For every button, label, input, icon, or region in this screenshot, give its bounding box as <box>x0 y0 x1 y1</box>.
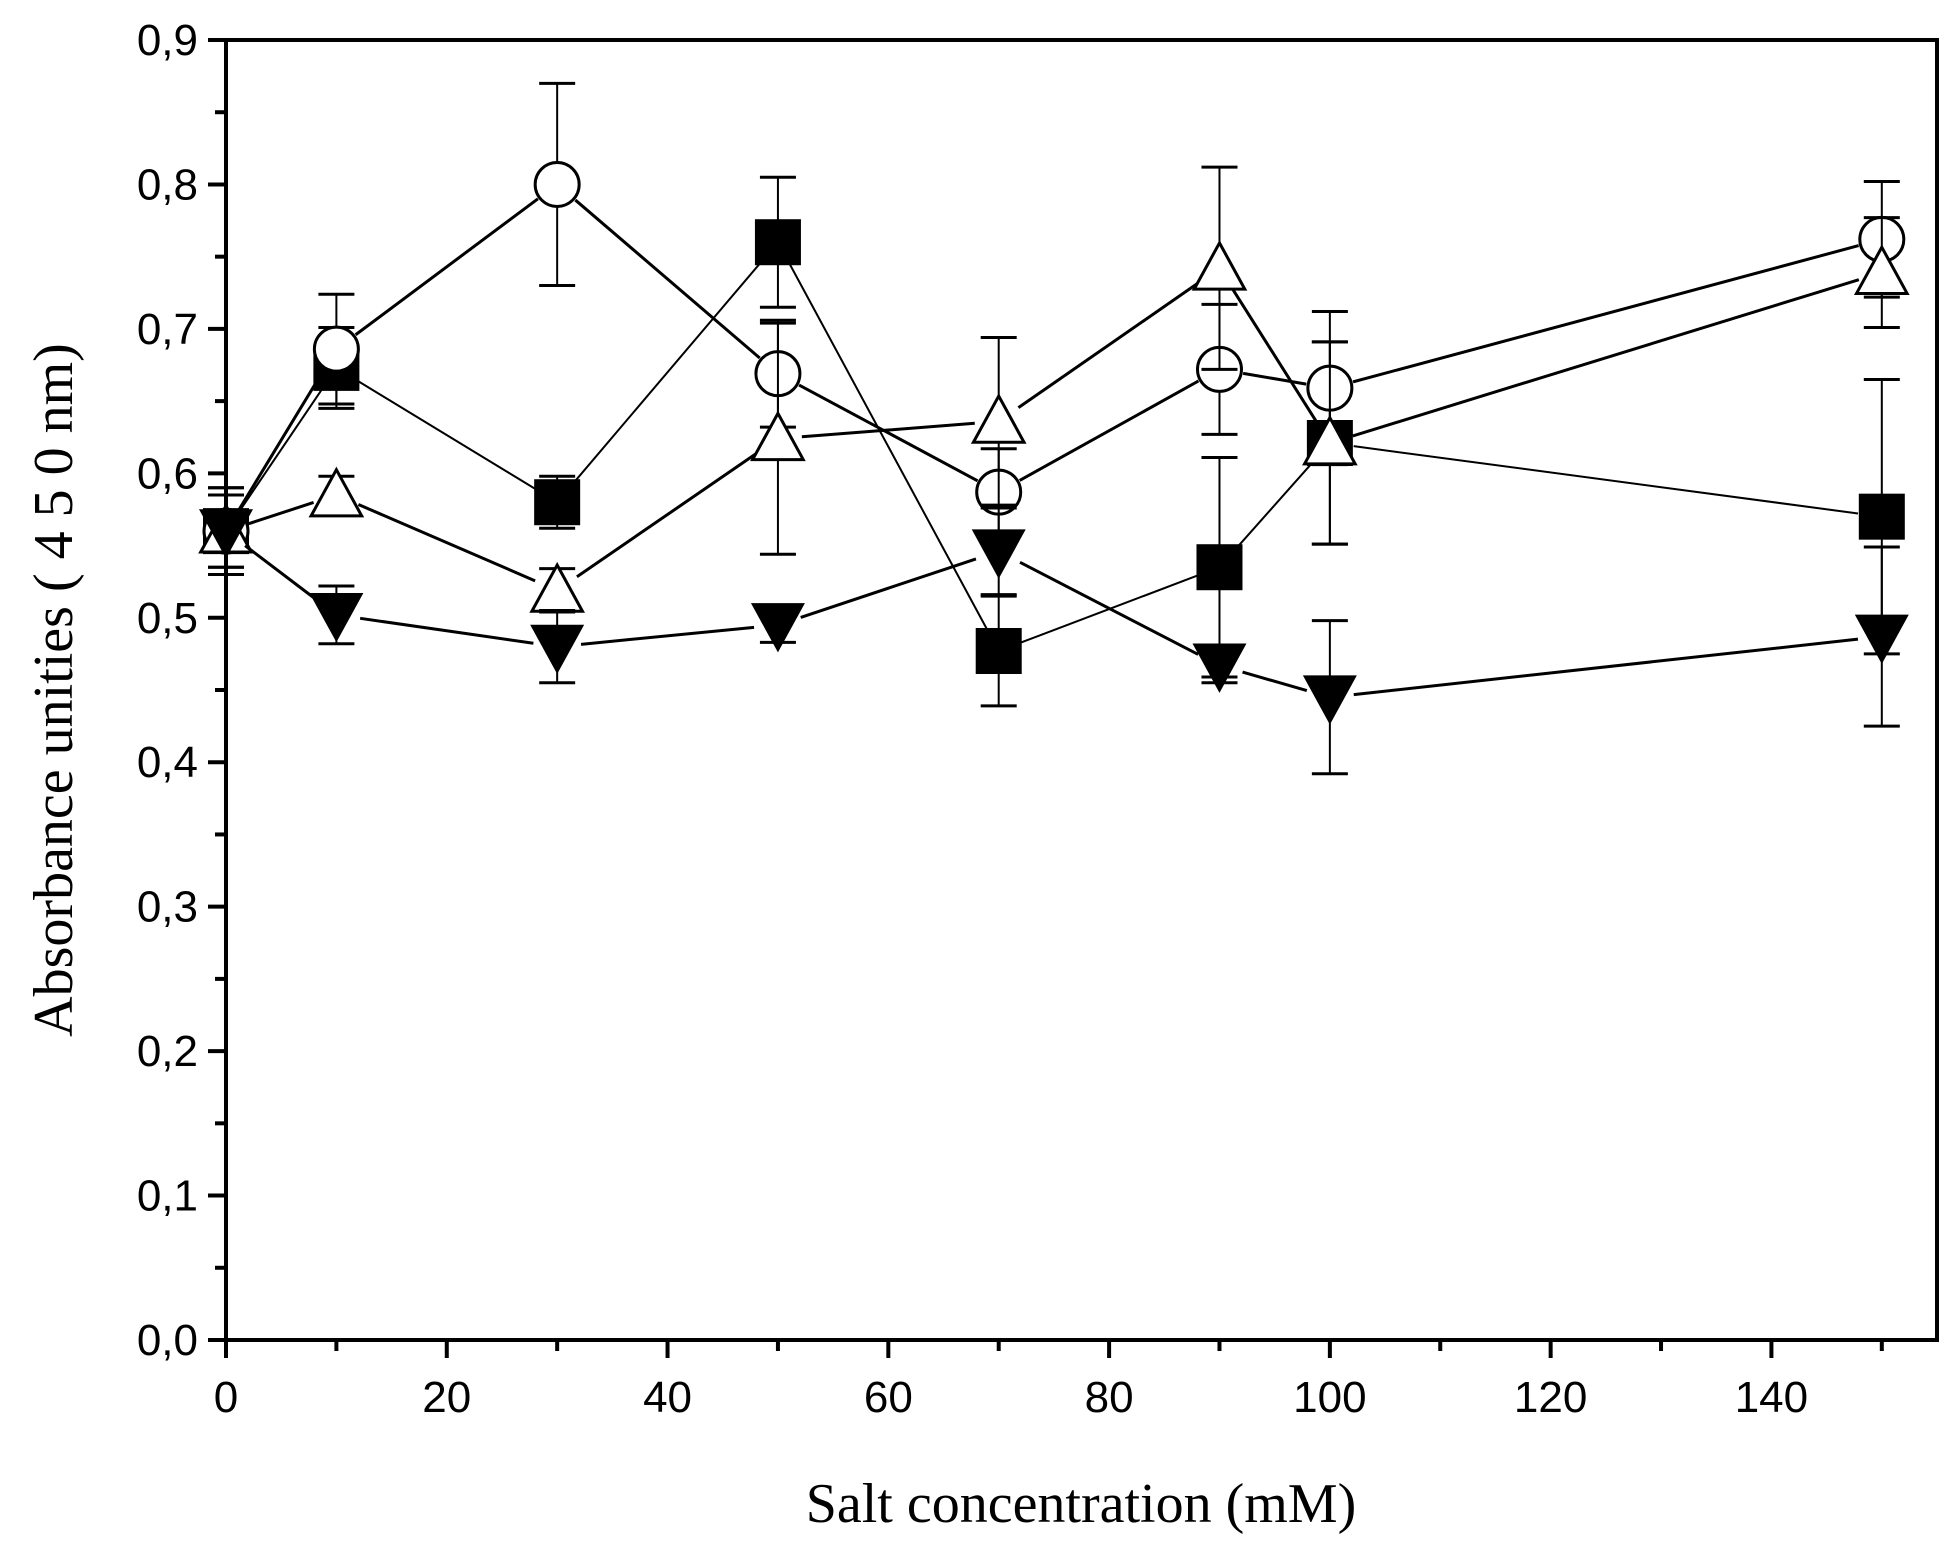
series-line <box>237 368 326 512</box>
data-point <box>529 561 585 613</box>
plot-frame <box>224 38 1939 1342</box>
series-line <box>788 262 989 631</box>
series-line <box>1242 371 1307 386</box>
data-point <box>533 160 581 208</box>
x-tick-label: 60 <box>864 1373 913 1422</box>
series-line <box>238 387 324 512</box>
x-tick-label: 80 <box>1085 1373 1134 1422</box>
series-triangle-down-filled <box>199 493 1909 776</box>
series-circle-open <box>202 81 1906 576</box>
data-point <box>971 529 1026 579</box>
y-tick-label: 0,1 <box>137 1172 198 1221</box>
series-line <box>359 616 534 645</box>
y-tick-label: 0,5 <box>137 594 198 643</box>
series-line <box>798 383 979 483</box>
series-line <box>1017 280 1201 409</box>
series-line <box>248 501 315 526</box>
x-tick-label: 100 <box>1293 1373 1366 1422</box>
y-tick-label: 0,6 <box>137 449 198 498</box>
series-line <box>1231 287 1319 424</box>
y-tick-label: 0,8 <box>137 160 198 209</box>
series-line <box>357 503 536 583</box>
data-point <box>530 624 585 675</box>
series-line <box>1353 445 1859 515</box>
series-line <box>800 557 977 619</box>
data-point <box>199 509 253 559</box>
data-point <box>1191 239 1248 291</box>
data-point <box>1302 414 1358 466</box>
x-tick-label: 120 <box>1514 1373 1587 1422</box>
series-line <box>801 421 975 439</box>
series-line <box>356 379 538 491</box>
data-point <box>970 392 1027 444</box>
series-line <box>244 544 319 602</box>
x-tick-label: 140 <box>1735 1373 1808 1422</box>
x-tick-label: 20 <box>422 1373 471 1422</box>
data-point <box>1192 643 1247 693</box>
y-tick-label: 0,3 <box>137 883 198 932</box>
series-line <box>1352 278 1860 438</box>
y-tick-label: 0,9 <box>137 16 198 65</box>
data-point <box>308 466 365 518</box>
series-line <box>576 451 760 578</box>
data-point <box>1854 614 1909 664</box>
series-line <box>1352 244 1860 384</box>
axis-ticks: 0 20 40 60 80 100 120 140 0,0 0,1 0,2 0,3 0,4 0,5 0,6 0… <box>137 16 1884 1422</box>
series-line <box>1353 637 1859 697</box>
y-tick-label: 0,4 <box>137 738 198 787</box>
x-tick-label: 0 <box>214 1373 238 1422</box>
data-point <box>975 628 1022 674</box>
data-point <box>309 592 364 643</box>
data-point <box>312 325 360 373</box>
y-tick-label: 0,0 <box>137 1316 198 1365</box>
y-tick-label: 0,7 <box>137 305 198 354</box>
y-axis-title: Absorbance unities ( 4 5 0 nm) <box>23 343 85 1037</box>
series-line <box>1234 460 1315 550</box>
data-point <box>1302 675 1357 725</box>
data-series <box>198 81 1910 776</box>
series-line <box>1018 379 1200 482</box>
series-line <box>574 198 761 360</box>
series-line <box>571 259 764 485</box>
y-tick-label: 0,2 <box>137 1027 198 1076</box>
series-line <box>354 197 539 336</box>
data-point <box>1858 493 1905 540</box>
data-point <box>750 410 806 462</box>
data-point <box>754 219 801 266</box>
series-line <box>1242 670 1308 693</box>
x-axis-title: Salt concentration (mM) <box>806 1473 1357 1535</box>
x-tick-label: 40 <box>643 1373 692 1422</box>
data-point <box>750 603 805 653</box>
series-line <box>580 625 755 646</box>
series-triangle-up-open <box>198 165 1910 614</box>
data-point <box>534 479 581 526</box>
data-point <box>1853 244 1910 295</box>
series-line <box>1019 561 1199 656</box>
data-point <box>1196 544 1243 591</box>
